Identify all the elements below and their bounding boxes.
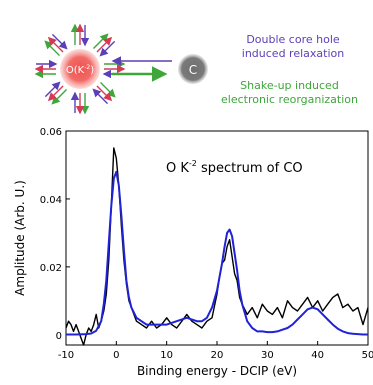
x-tick-label: 30	[261, 350, 274, 361]
simulated-spectrum-line	[66, 170, 368, 336]
legend-relaxation-line2: induced relaxation	[241, 47, 345, 60]
legend-shakeup-line2: electronic reorganization	[221, 93, 358, 106]
repulsion-arrow-icon	[96, 36, 113, 53]
y-tick-label: 0.06	[40, 127, 62, 138]
x-tick-label: 50	[362, 350, 373, 361]
oxygen-core-hole-atom	[60, 49, 100, 89]
legend-relaxation-line1: Double core hole	[246, 33, 340, 46]
relax-arrow-icon	[99, 40, 116, 57]
repulsion-arrow-icon	[47, 85, 64, 102]
shake-arrow-icon	[51, 89, 68, 105]
relax-arrow-icon	[51, 33, 68, 50]
chart: -10 0 10 20 30 40 50 0 0.02 0.04 0.06 Binding ener…	[13, 127, 373, 378]
carbon-atom	[178, 54, 208, 84]
relax-arrow-icon	[44, 81, 61, 98]
chart-title: O K-2 spectrum of CO	[166, 159, 303, 176]
x-tick-label: 20	[211, 350, 224, 361]
y-tick-label: 0.04	[40, 195, 62, 206]
shake-arrow-icon	[44, 40, 60, 57]
legend-shakeup: Shake-up induced electronic reorganizati…	[206, 79, 373, 107]
legend-relaxation: Double core hole induced relaxation	[213, 33, 373, 61]
axis-ticks: -10 0 10 20 30 40 50 0 0.02 0.04 0.06	[40, 127, 373, 361]
repulsion-arrow-icon	[47, 36, 64, 53]
x-tick-label: -10	[58, 350, 74, 361]
x-tick-label: 40	[311, 350, 324, 361]
oxygen-atom-label: O(K-2)	[66, 64, 94, 76]
relax-arrow-icon	[92, 88, 109, 105]
repulsion-arrow-icon	[96, 85, 113, 102]
y-axis-label: Amplitude (Arb. U.)	[13, 180, 27, 296]
legend-shakeup-line1: Shake-up induced	[240, 79, 339, 92]
x-tick-label: 10	[160, 350, 173, 361]
y-tick-label: 0	[56, 331, 62, 342]
y-tick-label: 0.02	[40, 263, 62, 274]
shake-arrow-icon	[92, 33, 109, 49]
data-lines	[65, 147, 369, 346]
x-axis-label: Binding energy - DCIP (eV)	[137, 364, 297, 378]
carbon-atom-label: C	[189, 63, 197, 77]
x-tick-label: 0	[113, 350, 119, 361]
shake-arrow-icon	[100, 81, 116, 98]
relaxation-arrows	[34, 23, 172, 115]
schematic: O(K-2) C	[34, 23, 208, 115]
